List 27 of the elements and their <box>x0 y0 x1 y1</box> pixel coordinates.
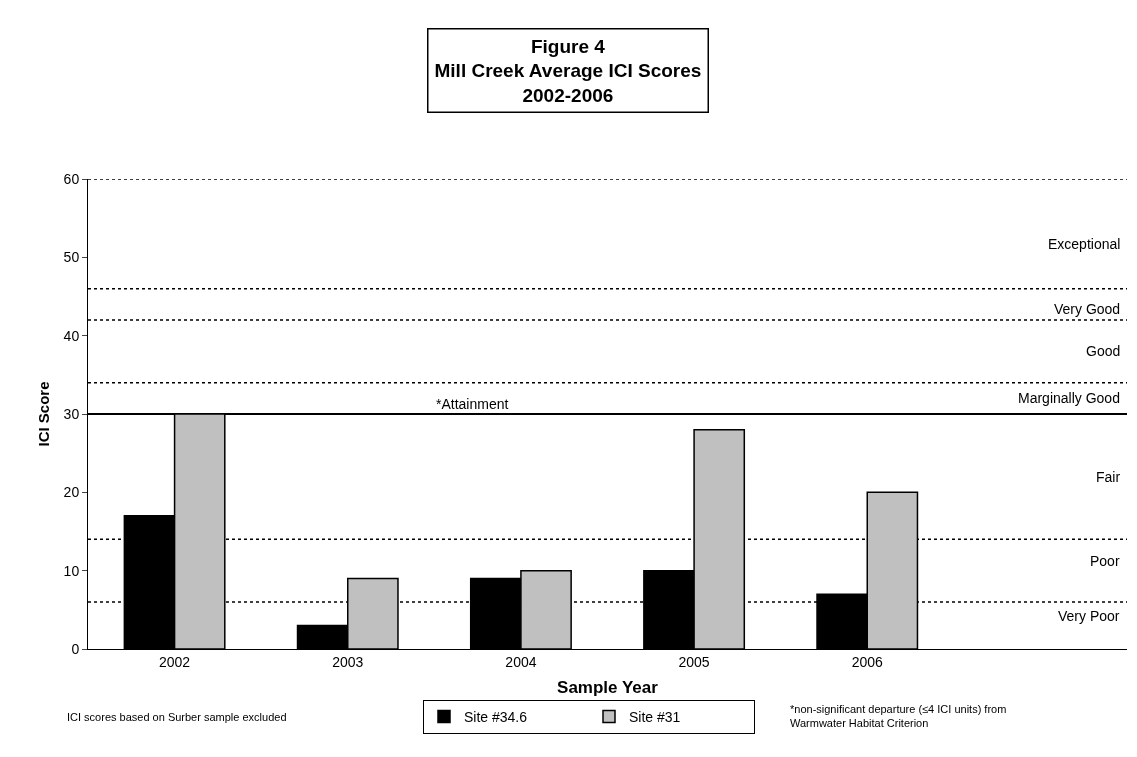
annotation: Good <box>1086 343 1121 359</box>
y-tick-label: 60 <box>63 170 80 187</box>
x-tick-label: 2004 <box>505 653 537 670</box>
legend-label: Site #34.6 <box>464 709 528 726</box>
legend-label: Site #31 <box>629 709 681 726</box>
annotation: Very Good <box>1054 301 1121 317</box>
text: ICI scores based on Surber sample excluded <box>67 711 287 723</box>
x-tick-label: 2006 <box>851 653 884 670</box>
x-tick-label: 2005 <box>678 653 710 670</box>
x-tick-label: 2003 <box>332 653 364 670</box>
y-tick-label: 50 <box>63 249 80 266</box>
y-axis-title: ICI Score <box>34 381 52 447</box>
x-tick-label: 2002 <box>159 653 191 670</box>
y-tick-label: 10 <box>63 562 80 579</box>
y-tick-label: 40 <box>63 327 80 344</box>
annotation: Fair <box>1096 469 1121 485</box>
ref-line-label: *Attainment <box>436 396 509 412</box>
y-tick-label: 20 <box>63 484 80 501</box>
annotation: Very Poor <box>1058 608 1120 624</box>
y-tick-label: 0 <box>71 640 80 657</box>
annotation: Poor <box>1090 553 1120 569</box>
annotation: Exceptional <box>1048 236 1121 252</box>
x-axis-title: Sample Year <box>557 678 659 698</box>
text: *non-significant departure (≤4 ICI units) from Warmwater Habitat Criterion <box>790 703 1007 730</box>
chart-title: Figure 4 Mill Creek Average ICI Scores 2002-2006 <box>434 35 702 106</box>
annotation: Marginally Good <box>1018 390 1120 406</box>
y-tick-label: 30 <box>63 405 80 422</box>
